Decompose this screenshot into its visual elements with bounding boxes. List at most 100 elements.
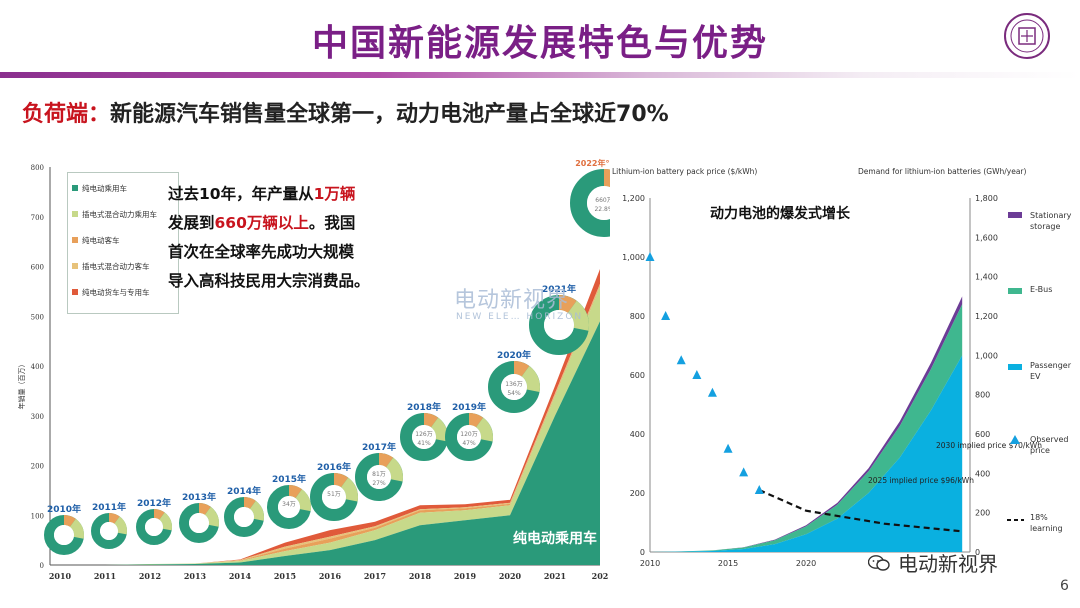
x-tick-label: 2020 bbox=[796, 559, 816, 568]
donut-slice bbox=[179, 503, 219, 543]
left-tick-label: 1,200 bbox=[622, 194, 645, 203]
donut-slice bbox=[570, 169, 610, 237]
donut-slice bbox=[400, 413, 448, 461]
right-tick-label: 400 bbox=[975, 469, 990, 478]
battery-area-2 bbox=[650, 304, 963, 552]
x-tick-label: 2010 bbox=[640, 559, 660, 568]
y-tick-label: 300 bbox=[31, 413, 44, 421]
wechat-icon bbox=[868, 554, 890, 571]
summary-textbox: 过去10年，年产量从1万辆 发展到660万辆以上。我国 首次在全球率先成功大规模… bbox=[168, 180, 416, 296]
legend-swatch-ebus bbox=[1008, 288, 1022, 294]
x-tick-label: 2013 bbox=[184, 571, 207, 581]
slide-subtitle: 负荷端：新能源汽车销售量全球第一，动力电池产量占全球近70% bbox=[22, 96, 669, 128]
donut-year-label: 2011年 bbox=[92, 501, 126, 513]
donut-slice bbox=[445, 413, 493, 461]
legend-swatch bbox=[72, 263, 78, 269]
legend-label: price bbox=[1030, 446, 1050, 455]
observed-price-point bbox=[723, 443, 733, 453]
right-tick-label: 1,600 bbox=[975, 233, 998, 242]
x-tick-label: 2015 bbox=[718, 559, 738, 568]
title-divider bbox=[0, 72, 1080, 78]
donut-8 bbox=[355, 453, 403, 501]
legend-item: 插电式混合动力客车 bbox=[72, 255, 178, 277]
donut-year-label: 2020年 bbox=[497, 349, 531, 361]
annotation-2030: 2030 implied price $70/kWh bbox=[936, 441, 1042, 450]
legend-swatch-storage bbox=[1008, 212, 1022, 218]
donut-hole bbox=[234, 507, 254, 527]
legend-label: 纯电动乘用车 bbox=[82, 183, 127, 193]
x-tick-label: 2021 bbox=[544, 571, 566, 581]
donut-slice bbox=[136, 509, 172, 545]
y-axis-title: 年销量（百万） bbox=[17, 361, 26, 410]
area-label: 纯电动乘用车 bbox=[513, 530, 597, 547]
subtitle-prefix: 负荷端： bbox=[22, 102, 111, 127]
text-line4: 导入高科技民用大宗消费品。 bbox=[168, 272, 370, 290]
donut-slice bbox=[224, 497, 264, 537]
donut-1 bbox=[44, 515, 84, 555]
donut-hole bbox=[145, 518, 163, 536]
donut-slice bbox=[400, 413, 448, 461]
donut-slice bbox=[310, 473, 358, 521]
donut-value-label: 51万 bbox=[327, 491, 341, 498]
observed-price-point bbox=[707, 387, 717, 397]
donut-slice bbox=[488, 361, 540, 413]
observed-price-point bbox=[645, 252, 655, 261]
donut-hole bbox=[501, 374, 527, 400]
chart-title: 动力电池的爆发式增长 bbox=[710, 205, 851, 222]
donut-year-label: 2021年 bbox=[542, 283, 576, 295]
donut-year-label: 2019年 bbox=[452, 401, 486, 413]
text-line2b: 660万辆以上 bbox=[214, 214, 309, 232]
legend-label: 18% bbox=[1030, 513, 1048, 522]
donut-4 bbox=[179, 503, 219, 543]
observed-price-point bbox=[676, 355, 686, 365]
donut-value-label: 34万 bbox=[282, 501, 296, 508]
page-number: 6 bbox=[1060, 578, 1069, 594]
annotation-2025: 2025 implied price $96/kWh bbox=[868, 476, 974, 485]
text-line3: 首次在全球率先成功大规模 bbox=[168, 243, 355, 261]
legend-swatch bbox=[72, 185, 78, 191]
slide-title: 中国新能源发展特色与优势 bbox=[311, 23, 768, 64]
text-line2c: 。我国 bbox=[308, 214, 356, 232]
donut-slice bbox=[355, 453, 403, 501]
donut-slice bbox=[267, 485, 311, 529]
subtitle-text: 新能源汽车销售量全球第一，动力电池产量占全球近70% bbox=[110, 102, 669, 127]
legend-label: EV bbox=[1030, 372, 1041, 381]
observed-price-point bbox=[692, 370, 702, 379]
x-tick-label: 2019 bbox=[454, 571, 477, 581]
right-tick-label: 1,400 bbox=[975, 273, 998, 282]
left-axis-title: Lithium-ion battery pack price ($/kWh) bbox=[612, 167, 757, 176]
donut-slice bbox=[91, 513, 127, 549]
donut-hole bbox=[54, 525, 74, 545]
donut-year-label: 2018年 bbox=[407, 401, 441, 413]
donut-slice bbox=[488, 361, 540, 413]
battery-area-3 bbox=[650, 296, 963, 552]
donut-slice bbox=[44, 515, 84, 555]
legend-label: Passenger bbox=[1030, 361, 1072, 370]
x-tick-label: 2015 bbox=[274, 571, 296, 581]
donut-year-label: 2017年 bbox=[362, 441, 396, 453]
donut-hole bbox=[322, 485, 346, 509]
observed-price-point bbox=[739, 467, 749, 477]
observed-price-point bbox=[754, 485, 764, 495]
donut-year-label: 2012年 bbox=[137, 497, 171, 509]
donut-hole bbox=[189, 513, 209, 533]
y-tick-label: 200 bbox=[31, 463, 44, 471]
legend-swatch bbox=[72, 237, 78, 243]
donut-6 bbox=[267, 485, 311, 529]
legend-label: Stationary bbox=[1030, 211, 1072, 220]
donut-year-label: 2010年 bbox=[47, 503, 81, 515]
legend-label: 插电式混合动力客车 bbox=[82, 261, 150, 271]
donut-year-label: 2016年 bbox=[317, 461, 351, 473]
legend-label: Observed bbox=[1030, 435, 1069, 444]
right-tick-label: 200 bbox=[975, 509, 990, 518]
wechat-account-name: 电动新视界 bbox=[898, 552, 998, 576]
right-tick-label: 1,000 bbox=[975, 351, 998, 360]
donut-year-label: 2013年 bbox=[182, 491, 216, 503]
donut-slice bbox=[91, 513, 127, 549]
donut-slice bbox=[224, 497, 264, 537]
donut-value-label: 81万 bbox=[372, 471, 386, 478]
donut-slice bbox=[310, 473, 358, 521]
legend-swatch-passenger bbox=[1008, 364, 1022, 370]
legend-label: learning bbox=[1030, 524, 1063, 533]
x-tick-label: 2018 bbox=[409, 571, 432, 581]
